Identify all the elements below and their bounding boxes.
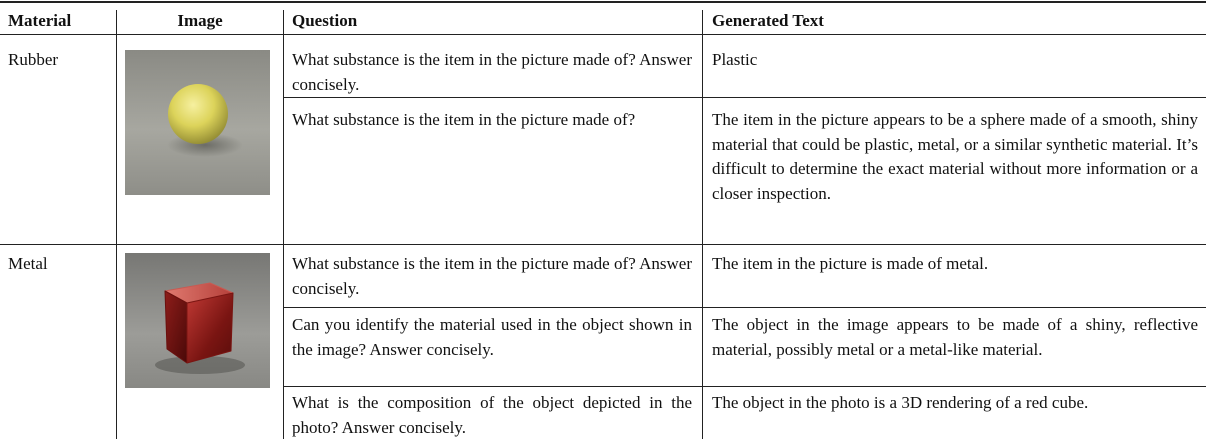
- answer-cell: The item in the picture is made of metal…: [712, 254, 989, 273]
- header-rule: [0, 34, 1206, 35]
- metal-cube-image: [125, 253, 270, 388]
- question-cell: What substance is the item in the pictur…: [292, 50, 692, 94]
- material-cell: Rubber: [8, 50, 59, 69]
- header-cell: Generated Text: [712, 11, 824, 30]
- answer-cell: The object in the photo is a 3D renderin…: [712, 393, 1089, 412]
- answer-cell: The object in the image appears to be ma…: [712, 315, 1198, 359]
- question-cell: Can you identify the material used in th…: [292, 315, 692, 359]
- header-cell: Question: [292, 11, 358, 30]
- column-rule: [702, 10, 703, 439]
- material-cell: Metal: [8, 254, 48, 273]
- question-cell: What substance is the item in the pictur…: [292, 254, 692, 298]
- answer-cell: Plastic: [712, 50, 758, 69]
- header-cell: Material: [8, 11, 72, 30]
- header-cell: Image: [177, 11, 223, 30]
- column-rule: [116, 10, 117, 439]
- row-rule: [283, 97, 1206, 98]
- row-rule: [283, 307, 1206, 308]
- question-cell: What substance is the item in the pictur…: [292, 110, 636, 129]
- column-rule: [283, 10, 284, 439]
- rubber-sphere-image: [125, 50, 270, 195]
- row-rule: [283, 386, 1206, 387]
- answer-cell: The item in the picture appears to be a …: [712, 110, 1198, 203]
- top-rule: [0, 1, 1206, 3]
- question-cell: What is the composition of the object de…: [292, 393, 692, 437]
- group-rule: [0, 244, 1206, 245]
